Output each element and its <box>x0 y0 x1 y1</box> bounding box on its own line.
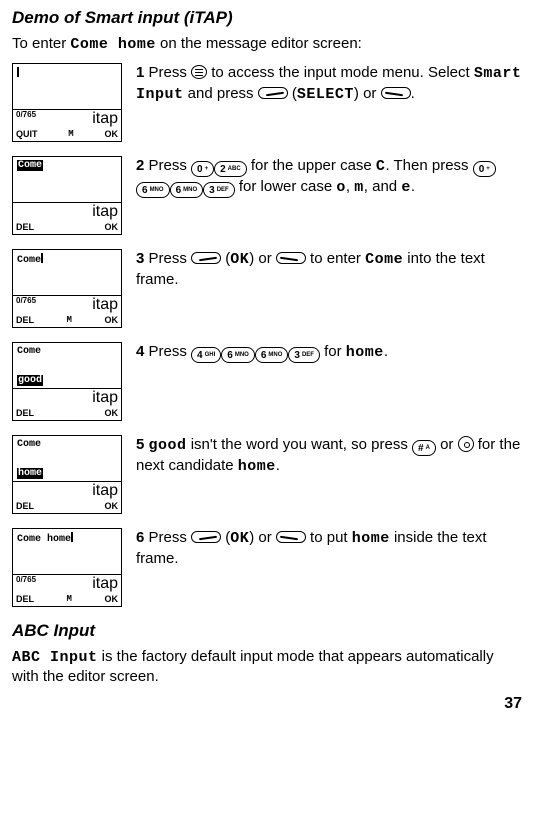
nav-key-icon <box>458 436 474 452</box>
keycap: 6MNO <box>221 347 255 363</box>
heading-abc: ABC Input <box>12 621 522 641</box>
step-row: ComehomeitapDELOK 5 good isn't the word y… <box>12 435 522 514</box>
softkey-left-icon <box>191 252 221 264</box>
heading-demo: Demo of Smart input (iTAP) <box>12 8 522 28</box>
softkey-right-icon <box>276 531 306 543</box>
keycap: 3DEF <box>288 347 320 363</box>
phone-mock: Come home0/765itapDELMOK <box>12 528 122 607</box>
step-row: ComegooditapDELOK 4 Press 4GHI6MNO6MNO3DE… <box>12 342 522 421</box>
keycap: 4GHI <box>191 347 221 363</box>
page-number: 37 <box>12 695 522 713</box>
keycap: 2ABC <box>214 161 247 177</box>
keycap: 6MNO <box>136 182 170 198</box>
step-text: 2 Press 0+2ABC for the upper case C. The… <box>136 156 522 199</box>
softkey-left-icon <box>191 531 221 543</box>
keycap: #A <box>412 440 436 456</box>
phone-mock: ComehomeitapDELOK <box>12 435 122 514</box>
softkey-left-icon <box>258 87 288 99</box>
abc-mono: ABC Input <box>12 649 98 666</box>
keycap: 6MNO <box>170 182 204 198</box>
step-text: 3 Press (OK) or to enter Come into the t… <box>136 249 522 291</box>
step-row: Come home0/765itapDELMOK 6 Press (OK) or … <box>12 528 522 607</box>
softkey-right-icon <box>276 252 306 264</box>
abc-body: ABC Input is the factory default input m… <box>12 647 522 687</box>
intro-line: To enter Come home on the message editor… <box>12 34 522 55</box>
step-text: 6 Press (OK) or to put home inside the t… <box>136 528 522 570</box>
step-text: 4 Press 4GHI6MNO6MNO3DEF for home. <box>136 342 388 363</box>
keycap: 0+ <box>191 161 214 177</box>
step-row: ComeitapDELOK 2 Press 0+2ABC for the uppe… <box>12 156 522 235</box>
softkey-right-icon <box>381 87 411 99</box>
phone-mock: 0/765itapQUITMOK <box>12 63 122 142</box>
phone-mock: ComeitapDELOK <box>12 156 122 235</box>
phone-mock: ComegooditapDELOK <box>12 342 122 421</box>
step-text: 1 Press to access the input mode menu. S… <box>136 63 522 106</box>
menu-key-icon <box>191 65 207 79</box>
step-row: Come0/765itapDELMOK 3 Press (OK) or to en… <box>12 249 522 328</box>
keycap: 3DEF <box>203 182 235 198</box>
intro-suffix: on the message editor screen: <box>156 35 362 52</box>
intro-mono: Come home <box>70 36 156 53</box>
keycap: 6MNO <box>255 347 289 363</box>
step-row: 0/765itapQUITMOK 1 Press to access the in… <box>12 63 522 142</box>
phone-mock: Come0/765itapDELMOK <box>12 249 122 328</box>
intro-prefix: To enter <box>12 35 70 52</box>
keycap: 0+ <box>473 161 496 177</box>
step-text: 5 good isn't the word you want, so press… <box>136 435 522 478</box>
